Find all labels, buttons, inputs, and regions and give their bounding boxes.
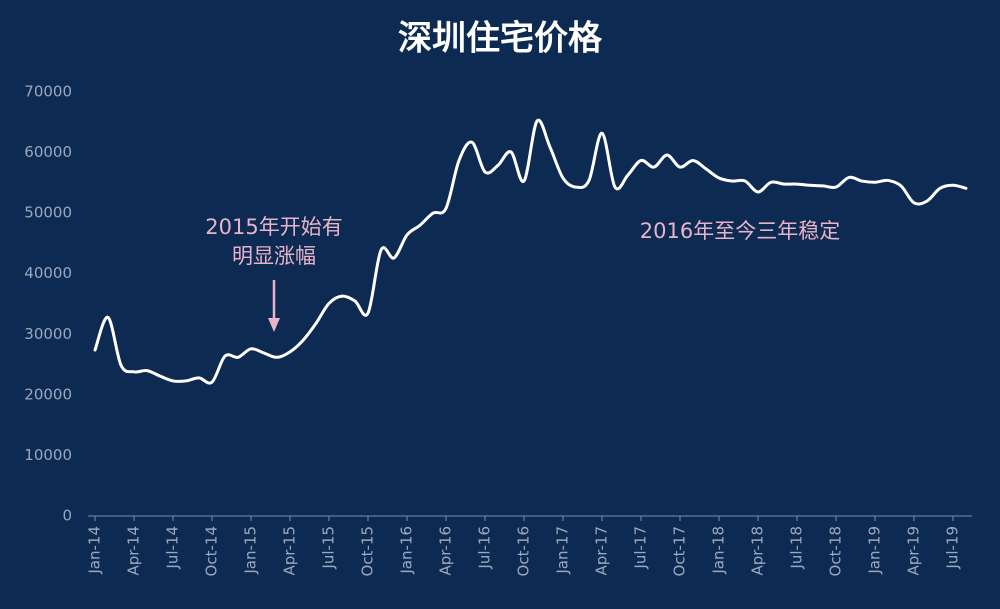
x-tick-label: Jan-19 (866, 526, 884, 575)
y-tick-label: 60000 (24, 143, 72, 161)
arrow-head (268, 318, 280, 332)
annotation-arrow (268, 280, 280, 332)
x-tick-label: Jul-17 (632, 526, 650, 570)
y-tick-label: 10000 (24, 446, 72, 464)
x-tick-label: Jul-18 (788, 526, 806, 570)
x-tick-label: Oct-15 (359, 526, 377, 576)
x-tick-label: Jan-14 (86, 526, 104, 575)
x-tick-label: Jan-18 (710, 526, 728, 575)
x-tick-label: Apr-14 (125, 526, 143, 576)
x-tick-label: Jan-17 (554, 526, 572, 575)
x-tick-label: Jan-15 (242, 526, 260, 575)
x-tick-label: Apr-17 (593, 526, 611, 576)
y-tick-label: 20000 (24, 385, 72, 403)
x-tick-label: Oct-16 (515, 526, 533, 576)
y-tick-label: 50000 (24, 204, 72, 222)
x-tick-label: Jan-16 (398, 526, 416, 575)
x-tick-label: Oct-18 (827, 526, 845, 576)
price-line (93, 118, 968, 385)
annotation-line: 明显涨幅 (232, 244, 316, 268)
x-tick-label: Apr-16 (437, 526, 455, 576)
annotation-rise: 2015年开始有 明显涨幅 (205, 215, 342, 268)
chart-title: 深圳住宅价格 (398, 19, 603, 59)
x-tick-label: Jul-15 (320, 526, 338, 570)
annotation-stable: 2016年至今三年稳定 (640, 219, 840, 243)
y-tick-label: 70000 (24, 83, 72, 101)
x-tick-label: Apr-15 (281, 526, 299, 576)
x-tick-label: Apr-18 (749, 526, 767, 576)
y-tick-label: 0 (62, 507, 72, 525)
x-tick-label: Oct-14 (203, 526, 221, 576)
annotation-line: 2015年开始有 (205, 215, 342, 239)
x-tick-label: Jul-14 (164, 526, 182, 570)
y-tick-label: 40000 (24, 264, 72, 282)
x-tick-label: Apr-19 (905, 526, 923, 576)
x-tick-label: Jul-16 (476, 526, 494, 570)
x-tick-label: Jul-19 (944, 526, 962, 570)
x-tick-label: Oct-17 (671, 526, 689, 576)
y-tick-label: 30000 (24, 325, 72, 343)
